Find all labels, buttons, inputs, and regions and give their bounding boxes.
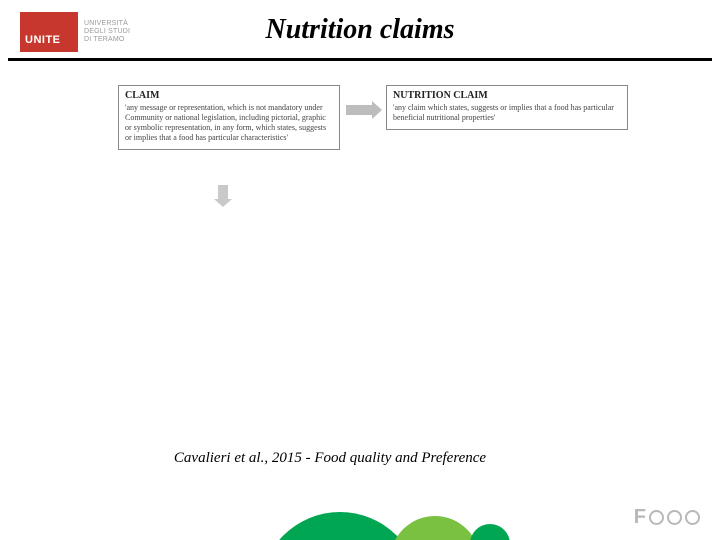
green-circle-large [260, 512, 420, 540]
green-circle-medium [390, 516, 480, 540]
claim-box: CLAIM 'any message or representation, wh… [118, 85, 340, 150]
nutrition-box-body: 'any claim which states, suggests or imp… [393, 103, 621, 123]
slide-title: Nutrition claims [0, 14, 720, 46]
citation-text: Cavalieri et al., 2015 - Food quality an… [0, 450, 660, 467]
nutrition-claim-box: NUTRITION CLAIM 'any claim which states,… [386, 85, 628, 130]
food-logo: F [634, 506, 700, 529]
nutrition-box-title: NUTRITION CLAIM [393, 90, 621, 101]
header: UNITE UNIVERSITÀ DEGLI STUDI DI TERAMO N… [0, 0, 720, 70]
claim-box-body: 'any message or representation, which is… [125, 103, 333, 143]
food-logo-o-icon [685, 510, 700, 525]
footer-graphics: F [0, 502, 720, 540]
arrow-right-icon [346, 101, 382, 119]
arrow-down-icon [214, 185, 232, 207]
claim-box-title: CLAIM [125, 90, 333, 101]
claims-diagram: CLAIM 'any message or representation, wh… [118, 85, 628, 195]
food-logo-o-icon [649, 510, 664, 525]
green-circle-small [470, 524, 510, 540]
food-logo-o-icon [667, 510, 682, 525]
title-rule [8, 58, 712, 61]
food-logo-f: F [634, 506, 646, 529]
